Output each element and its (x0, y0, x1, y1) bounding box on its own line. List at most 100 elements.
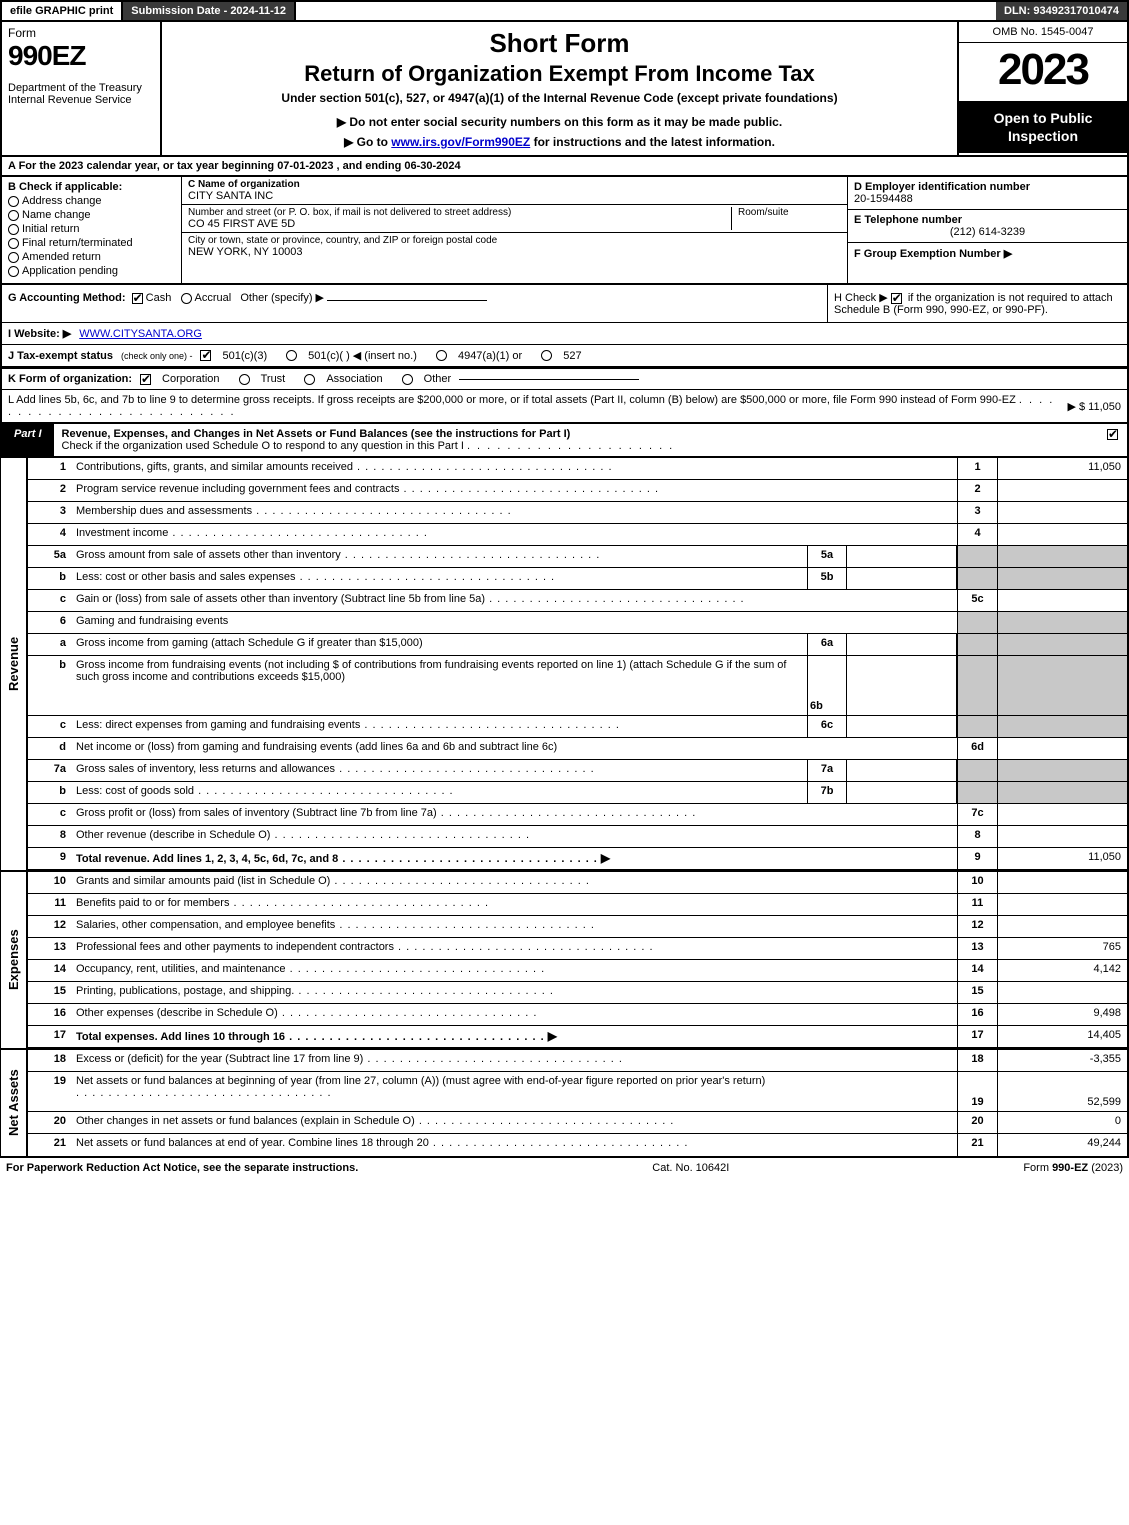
chk-accrual[interactable] (181, 293, 192, 304)
footer-catno: Cat. No. 10642I (652, 1162, 729, 1174)
line-9: 9Total revenue. Add lines 1, 2, 3, 4, 5c… (28, 848, 1127, 870)
expenses-side-label: Expenses (0, 872, 28, 1048)
line-5b: bLess: cost or other basis and sales exp… (28, 568, 1127, 590)
line-6b: bGross income from fundraising events (n… (28, 656, 1127, 716)
C-city-label: City or town, state or province, country… (188, 235, 841, 246)
part1-tab: Part I (2, 424, 54, 456)
form-id-block: Form 990EZ Department of the Treasury In… (2, 22, 162, 155)
line-6d: dNet income or (loss) from gaming and fu… (28, 738, 1127, 760)
goto-link[interactable]: www.irs.gov/Form990EZ (391, 135, 530, 149)
netassets-section: Net Assets 18Excess or (deficit) for the… (0, 1050, 1129, 1158)
open-to-public: Open to Public Inspection (959, 101, 1127, 153)
top-bar: efile GRAPHIC print Submission Date - 20… (0, 0, 1129, 22)
section-G: G Accounting Method: Cash Accrual Other … (2, 285, 827, 322)
chk-initial-return[interactable]: Initial return (8, 223, 175, 235)
L-amount: ▶ $ 11,050 (1067, 400, 1121, 413)
line-3: 3Membership dues and assessments3 (28, 502, 1127, 524)
tax-year: 2023 (959, 43, 1127, 101)
row-K: K Form of organization: Corporation Trus… (0, 367, 1129, 390)
other-org-field[interactable] (459, 379, 639, 380)
goto-pre: ▶ Go to (344, 135, 391, 149)
row-E: E Telephone number (212) 614-3239 (848, 210, 1127, 243)
line-15: 15Printing, publications, postage, and s… (28, 982, 1127, 1004)
other-specify-field[interactable] (327, 300, 487, 301)
form-word: Form (8, 26, 154, 40)
assoc-label: Association (326, 373, 382, 385)
D-label: D Employer identification number (854, 181, 1121, 193)
line-20: 20Other changes in net assets or fund ba… (28, 1112, 1127, 1134)
C-room-label: Room/suite (738, 207, 841, 218)
chk-name-change-label: Name change (22, 209, 91, 221)
ssn-note: ▶ Do not enter social security numbers o… (172, 115, 947, 129)
I-label: I Website: ▶ (8, 327, 71, 340)
chk-501c3[interactable] (200, 350, 211, 361)
org-city: NEW YORK, NY 10003 (188, 246, 841, 258)
C-name-label: C Name of organization (188, 179, 841, 190)
line-6a: aGross income from gaming (attach Schedu… (28, 634, 1127, 656)
line-6: 6Gaming and fundraising events (28, 612, 1127, 634)
row-J: J Tax-exempt status (check only one) - 5… (0, 345, 1129, 367)
chk-corp[interactable] (140, 374, 151, 385)
website-link[interactable]: WWW.CITYSANTA.ORG (79, 328, 202, 340)
line-10: 10Grants and similar amounts paid (list … (28, 872, 1127, 894)
cash-label: Cash (146, 292, 172, 304)
form-header: Form 990EZ Department of the Treasury In… (0, 22, 1129, 157)
part1-chkO-text: Check if the organization used Schedule … (62, 440, 464, 452)
dln-label: DLN: 93492317010474 (996, 2, 1127, 20)
form-right-block: OMB No. 1545-0047 2023 Open to Public In… (957, 22, 1127, 155)
line-7c: cGross profit or (loss) from sales of in… (28, 804, 1127, 826)
chk-amended-return[interactable]: Amended return (8, 251, 175, 263)
section-C: C Name of organization CITY SANTA INC Nu… (182, 177, 847, 283)
chk-other-org[interactable] (402, 374, 413, 385)
chk-initial-return-label: Initial return (22, 223, 79, 235)
expenses-section: Expenses 10Grants and similar amounts pa… (0, 872, 1129, 1050)
chk-final-return[interactable]: Final return/terminated (8, 237, 175, 249)
chk-final-return-label: Final return/terminated (22, 237, 133, 249)
501c-label: 501(c)( ) ◀ (insert no.) (308, 349, 417, 362)
line-17: 17Total expenses. Add lines 10 through 1… (28, 1026, 1127, 1048)
section-DEF: D Employer identification number 20-1594… (847, 177, 1127, 283)
line-6c: cLess: direct expenses from gaming and f… (28, 716, 1127, 738)
K-label: K Form of organization: (8, 373, 132, 385)
goto-note: ▶ Go to www.irs.gov/Form990EZ for instru… (172, 135, 947, 149)
row-F: F Group Exemption Number ▶ (848, 243, 1127, 283)
footer-left: For Paperwork Reduction Act Notice, see … (6, 1162, 358, 1174)
org-street: CO 45 FIRST AVE 5D (188, 218, 731, 230)
chk-schedule-b[interactable] (891, 293, 902, 304)
revenue-section: Revenue 1Contributions, gifts, grants, a… (0, 458, 1129, 872)
page-footer: For Paperwork Reduction Act Notice, see … (0, 1158, 1129, 1178)
line-13: 13Professional fees and other payments t… (28, 938, 1127, 960)
chk-4947[interactable] (436, 350, 447, 361)
block-BCDEF: B Check if applicable: Address change Na… (0, 177, 1129, 285)
row-L: L Add lines 5b, 6c, and 7b to line 9 to … (0, 390, 1129, 424)
trust-label: Trust (261, 373, 286, 385)
H-text1: H Check ▶ (834, 292, 891, 304)
F-label: F Group Exemption Number ▶ (854, 247, 1121, 260)
part1-header: Part I Revenue, Expenses, and Changes in… (0, 424, 1129, 458)
row-D: D Employer identification number 20-1594… (848, 177, 1127, 210)
chk-assoc[interactable] (304, 374, 315, 385)
chk-trust[interactable] (239, 374, 250, 385)
accrual-label: Accrual (195, 292, 232, 304)
chk-address-change[interactable]: Address change (8, 195, 175, 207)
row-I: I Website: ▶ WWW.CITYSANTA.ORG (0, 323, 1129, 345)
ein-value: 20-1594488 (854, 193, 1121, 205)
line-21: 21Net assets or fund balances at end of … (28, 1134, 1127, 1156)
chk-527[interactable] (541, 350, 552, 361)
chk-cash[interactable] (132, 293, 143, 304)
omb-number: OMB No. 1545-0047 (959, 22, 1127, 43)
submission-date: Submission Date - 2024-11-12 (123, 2, 296, 20)
chk-name-change[interactable]: Name change (8, 209, 175, 221)
chk-501c[interactable] (286, 350, 297, 361)
L-text: L Add lines 5b, 6c, and 7b to line 9 to … (8, 394, 1059, 418)
line-5a: 5aGross amount from sale of assets other… (28, 546, 1127, 568)
line-18: 18Excess or (deficit) for the year (Subt… (28, 1050, 1127, 1072)
line-5c: cGain or (loss) from sale of assets othe… (28, 590, 1127, 612)
line-1: 1Contributions, gifts, grants, and simil… (28, 458, 1127, 480)
part1-chkO[interactable] (1101, 424, 1127, 456)
phone-value: (212) 614-3239 (854, 226, 1121, 238)
line-11: 11Benefits paid to or for members11 (28, 894, 1127, 916)
line-16: 16Other expenses (describe in Schedule O… (28, 1004, 1127, 1026)
chk-app-pending[interactable]: Application pending (8, 265, 175, 277)
org-name: CITY SANTA INC (188, 190, 841, 202)
